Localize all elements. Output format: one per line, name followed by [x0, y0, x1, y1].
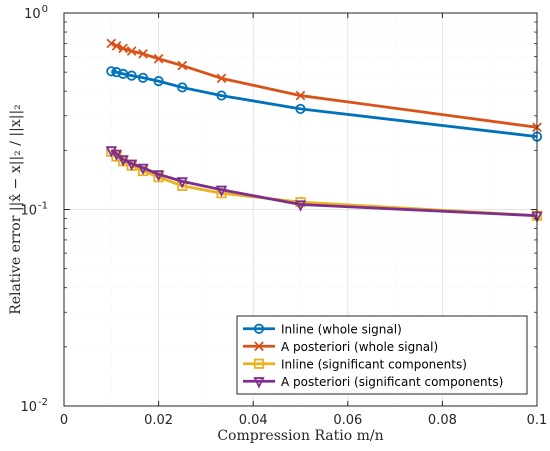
legend-marker	[253, 358, 265, 369]
data-point	[110, 149, 123, 162]
y-axis-label: Relative error ||x̂ − x||₂ / ||x||₂	[8, 104, 24, 315]
data-point	[111, 41, 122, 51]
data-point	[215, 185, 228, 197]
data-point	[106, 38, 117, 49]
series-0	[106, 66, 543, 142]
legend-marker	[253, 377, 265, 389]
legend-label: A posteriori (significant components)	[281, 375, 503, 389]
legend-label: A posteriori (whole signal)	[281, 340, 438, 354]
data-point	[176, 177, 188, 189]
data-point	[216, 90, 227, 101]
x-tick-label: 0	[60, 413, 68, 428]
data-point	[152, 170, 165, 182]
data-point	[295, 103, 306, 115]
data-point	[126, 70, 137, 81]
legend-entry: A posteriori (whole signal)	[243, 340, 438, 354]
data-point	[295, 90, 306, 101]
data-point	[216, 73, 227, 84]
data-point	[138, 48, 148, 59]
legend: Inline (whole signal) A posteriori (whole…	[236, 315, 528, 395]
y-tick-exponent: -1	[38, 201, 48, 212]
x-axis-label: Compression Ratio m/n	[217, 428, 383, 444]
series-1	[106, 38, 542, 133]
series-line	[110, 42, 538, 129]
data-point	[137, 72, 149, 83]
x-tick-label: 0.1	[527, 413, 548, 428]
legend-entry: Inline (significant components)	[243, 357, 467, 371]
legend-label: Inline (whole signal)	[281, 322, 402, 336]
y-tick-exponent: 0	[42, 4, 48, 15]
legend-entry: Inline (whole signal)	[243, 322, 402, 336]
data-point	[118, 43, 128, 54]
legend-entry: A posteriori (significant components)	[243, 375, 503, 389]
x-tick-label: 0.02	[144, 413, 173, 428]
data-point	[111, 67, 122, 78]
x-tick-label: 0.08	[428, 413, 457, 428]
data-point	[177, 60, 188, 71]
legend-label: Inline (significant components)	[281, 357, 467, 371]
x-tick-labels: 0 0.02 0.04 0.06 0.08 0.1	[60, 413, 547, 428]
x-tick-label: 0.06	[333, 413, 362, 428]
legend-marker	[253, 323, 265, 334]
x-tick-label: 0.04	[239, 413, 268, 428]
data-point	[106, 66, 117, 77]
legend-box	[236, 315, 528, 395]
data-point	[117, 155, 129, 167]
data-point	[137, 163, 149, 176]
data-point	[125, 159, 138, 171]
legend-marker	[254, 341, 264, 352]
series-layer	[105, 38, 543, 223]
data-point	[153, 76, 164, 87]
data-point	[177, 82, 188, 93]
ticks	[63, 12, 538, 407]
data-point	[294, 200, 307, 212]
y-tick-exponent: -2	[38, 397, 48, 408]
data-point	[153, 53, 164, 64]
data-point	[126, 46, 137, 56]
